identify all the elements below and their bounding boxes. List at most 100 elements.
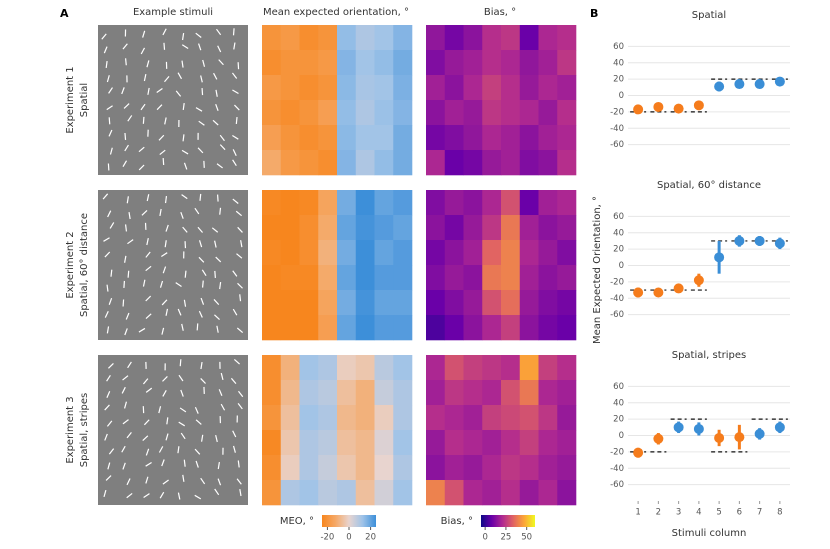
heatmap-cell [519,215,539,241]
stimulus-segment [124,58,127,66]
heatmap-cell [299,455,319,481]
heatmap-cell [538,50,558,76]
stimulus-segment [181,44,189,50]
stimulus-segment [215,256,222,263]
heatmap-cell [482,455,502,481]
heatmap-cell [393,100,413,126]
heatmap-cell [519,480,539,506]
heatmap-cell [355,405,375,431]
heatmap-cell [299,240,319,266]
heatmap-cell [519,125,539,151]
heatmap-cell [318,405,338,431]
heatmap-cell [444,125,464,151]
stimulus-segment [104,404,110,411]
stimulus-segment [161,327,165,335]
heatmap-cell [355,315,375,341]
stimulus-segment [107,462,111,470]
heatmap-cell [262,315,282,341]
heatmap-cell [355,75,375,101]
stimulus-segment [165,308,169,316]
colorbar [322,515,376,527]
stimulus-segment [214,314,220,320]
heatmap-cell [355,125,375,151]
heatmap-cell [519,455,539,481]
heatmap-cell [501,430,521,456]
y-tick-label: 0 [619,431,624,441]
mean-point [633,447,644,458]
heatmap-cell [538,215,558,241]
heatmap-cell [337,290,357,316]
stimulus-segment [198,120,205,126]
stimulus-background [98,25,248,175]
stimulus-segment [124,224,128,232]
heatmap-cell [557,25,577,51]
stimulus-segment [122,375,129,381]
heatmap-cell [557,190,577,216]
stimulus-segment [211,227,219,233]
heatmap-cell [557,380,577,406]
heatmap-cell [482,75,502,101]
x-tick-label: 2 [656,508,661,518]
x-tick-label: 6 [737,508,742,518]
heatmap-cell [318,25,338,51]
stimulus-segment [108,129,113,137]
stimulus-segment [237,226,243,233]
heatmap-cell [318,125,338,151]
stimulus-segment [232,89,239,95]
mean-point [633,287,644,298]
stimulus-segment [201,434,204,442]
heatmap-cell [426,290,446,316]
stimulus-segment [230,377,237,385]
mean-point [693,423,704,434]
heatmap-cell [355,25,375,51]
heatmap-cell [318,290,338,316]
heatmap-cell [426,430,446,456]
stimulus-segment [199,193,202,201]
chart-title: Spatial [692,10,726,21]
heatmap-cell [519,355,539,381]
stimulus-segment [138,146,145,153]
heatmap-cell [262,265,282,291]
stimulus-segment [121,386,126,394]
stimulus-segment [202,59,206,67]
y-tick-label: -20 [610,107,624,117]
heatmap-cell [444,290,464,316]
heatmap-cell [444,75,464,101]
stimulus-segment [122,419,129,425]
stimulus-segment [121,445,126,453]
heatmap-cell [299,50,319,76]
heatmap-cell [501,25,521,51]
heatmap-cell [463,150,483,176]
heatmap-cell [519,190,539,216]
stimulus-segment [107,210,112,218]
heatmap-cell [337,150,357,176]
stimulus-segment [219,282,222,290]
heatmap-cell [557,75,577,101]
stimulus-segment [213,72,218,80]
heatmap-cell [262,405,282,431]
heatmap-cell [374,380,394,406]
heatmap-cell [393,380,413,406]
heatmap-cell [426,315,446,341]
heatmap-cell [444,455,464,481]
heatmap-cell [280,455,300,481]
stimulus-segment [125,312,130,320]
stimulus-segment [156,104,163,111]
heatmap-cell [426,100,446,126]
heatmap-cell [538,190,558,216]
heatmap-cell [444,430,464,456]
colorbar-tick-label: 50 [521,533,532,543]
stimulus-segment [220,372,224,380]
x-tick-label: 3 [676,508,681,518]
heatmap-cell [463,405,483,431]
heatmap-cell [426,455,446,481]
stimulus-segment [181,323,184,331]
column-title: Bias, ° [484,7,516,18]
heatmap-cell [463,455,483,481]
heatmap-cell [280,480,300,506]
heatmap-cell [501,150,521,176]
stimulus-segment [108,87,113,94]
stimulus-segment [103,489,107,498]
stimulus-segment [122,462,126,470]
